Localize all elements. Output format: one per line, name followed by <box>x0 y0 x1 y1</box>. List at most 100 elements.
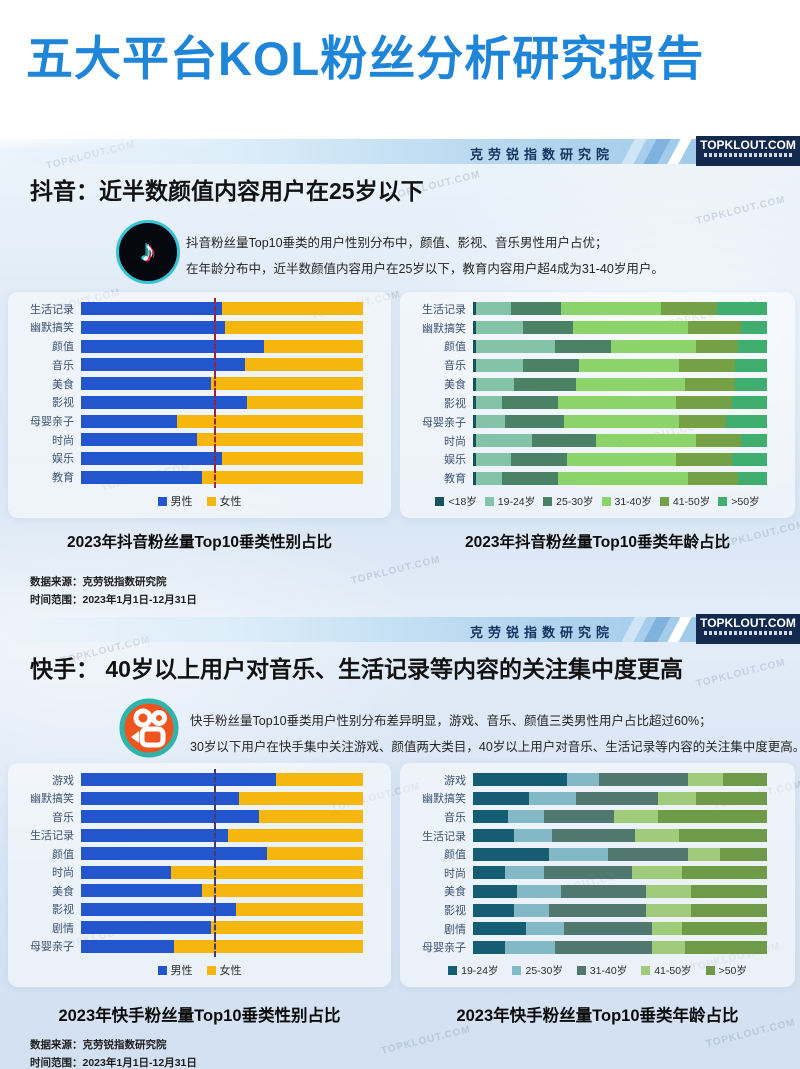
bar-segment <box>502 396 559 410</box>
legend-item: 男性 <box>157 493 193 509</box>
bar-segment <box>522 358 579 372</box>
category-label: 影视 <box>52 397 74 410</box>
bar-segment <box>646 884 691 898</box>
bar-segment <box>176 414 363 428</box>
bar-segment <box>196 433 363 447</box>
institute-label: 克劳锐指数研究院 <box>470 625 615 640</box>
reference-line <box>213 354 216 376</box>
category-label: 幽默搞笑 <box>30 322 74 335</box>
legend-swatch <box>157 965 167 975</box>
bar-segment <box>202 884 363 898</box>
category-label: 音乐 <box>444 360 466 373</box>
bar-track <box>473 829 767 842</box>
legend-label: 41-50岁 <box>654 965 692 977</box>
category-label: 生活记录 <box>422 303 466 316</box>
chart-row: 母婴亲子 <box>406 414 767 430</box>
legend-item: 女性 <box>206 493 242 509</box>
chart-row: 美食 <box>406 883 767 899</box>
bar-segment <box>473 415 476 429</box>
chart-panel-douyin-age: 生活记录 幽默搞笑 颜值 音乐 美食 影视 母婴亲子 时尚 娱乐 教育 <18岁 19-24岁 25-… <box>400 292 795 518</box>
bar-segment <box>81 865 172 879</box>
bar-segment <box>508 810 544 824</box>
bar-segment <box>690 884 767 898</box>
bar-segment <box>267 847 363 861</box>
decorative-slash <box>621 617 647 642</box>
chart-douyin-gender: 生活记录 幽默搞笑 颜值 音乐 美食 影视 母婴亲子 时尚 娱乐 教育 <box>8 292 391 488</box>
bar-segment <box>236 902 363 916</box>
bar-track <box>81 843 363 865</box>
legend-label: 31-40岁 <box>589 965 628 977</box>
legend-label: 25-30岁 <box>556 496 594 508</box>
bar-segment <box>558 396 676 410</box>
bar-track <box>473 940 767 954</box>
source-line: 时间范围：2023年1月1日-12月31日 <box>30 594 197 607</box>
chart-row: 颜值 <box>14 843 363 865</box>
reference-line <box>213 429 216 451</box>
legend-item: 31-40岁 <box>601 494 652 509</box>
bar-segment <box>473 339 476 353</box>
bar-segment <box>675 452 732 466</box>
bar-segment <box>561 884 647 898</box>
brand-logo: TOPKLOUT.COM <box>696 614 800 644</box>
category-label: 音乐 <box>52 811 74 824</box>
chart-kuaishou-age: 游戏 幽默搞笑 音乐 生活记录 颜值 时尚 美食 影视 剧情 母婴亲子 <box>400 763 795 958</box>
section-heading-kuaishou: 快手： 40岁以上用户对音乐、生活记录等内容的关注集中度更高 <box>30 656 683 682</box>
bar-segment <box>473 791 529 805</box>
brand-subline <box>704 153 792 157</box>
bar-segment <box>543 866 632 880</box>
chart-row: 游戏 <box>14 769 363 791</box>
category-label: 生活记录 <box>422 830 466 843</box>
chart-row: 幽默搞笑 <box>14 316 363 338</box>
section-desc-line: 抖音粉丝量Top10垂类的用户性别分布中，颜值、影视、音乐男性用户占优； <box>186 236 608 250</box>
bar-segment <box>81 451 222 465</box>
bar-segment <box>81 470 203 484</box>
bar-track <box>473 339 767 353</box>
category-label: 教育 <box>52 472 74 485</box>
bar-segment <box>258 810 363 824</box>
bar-segment <box>475 434 532 447</box>
legend-item: 男性 <box>157 962 193 978</box>
category-label: 颜值 <box>444 849 466 862</box>
decorative-slash <box>667 617 692 642</box>
data-source-block: 数据来源：克劳锐指数研究院 时间范围：2023年1月1日-12月31日 <box>30 1036 197 1069</box>
bar-segment <box>522 321 573 335</box>
legend-item: 41-50岁 <box>659 494 710 509</box>
bar-segment <box>631 866 682 880</box>
bar-segment <box>473 847 550 861</box>
bar-segment <box>567 452 676 466</box>
bar-segment <box>81 902 237 916</box>
chart-row: 娱乐 <box>406 451 767 467</box>
legend-swatch <box>484 497 494 506</box>
chart-row: 教育 <box>406 470 767 486</box>
legend-swatch <box>448 966 458 975</box>
watermark-text: TOPKLOUT.COM <box>695 194 787 227</box>
chart-row: 美食 <box>14 880 363 902</box>
legend-swatch <box>705 966 715 975</box>
legend-item: 41-50岁 <box>641 963 692 978</box>
bar-segment <box>210 921 363 935</box>
bar-track <box>81 354 363 376</box>
bar-segment <box>81 320 225 334</box>
category-label: 生活记录 <box>30 303 74 316</box>
bar-segment <box>475 377 515 391</box>
bar-track <box>473 415 767 429</box>
reference-line <box>213 843 216 865</box>
bar-segment <box>473 866 506 880</box>
bar-track <box>81 917 363 939</box>
bar-segment <box>210 377 363 391</box>
chart-row: 音乐 <box>14 354 363 376</box>
decorative-slash <box>667 139 692 164</box>
legend-item: 31-40岁 <box>576 963 628 978</box>
bar-track <box>81 447 363 469</box>
bar-track <box>473 773 767 787</box>
reference-line <box>213 316 216 338</box>
chart-row: 影视 <box>14 391 363 413</box>
chart-caption-kuaishou-age: 2023年快手粉丝量Top10垂类年龄占比 <box>456 1007 739 1025</box>
reference-line <box>213 917 216 939</box>
bar-segment <box>555 940 653 954</box>
bar-segment <box>473 829 515 842</box>
header-strip: 克劳锐指数研究院 TOPKLOUT.COM <box>0 614 800 644</box>
bar-track <box>81 410 363 432</box>
bar-segment <box>473 302 476 316</box>
bar-segment <box>646 903 691 917</box>
